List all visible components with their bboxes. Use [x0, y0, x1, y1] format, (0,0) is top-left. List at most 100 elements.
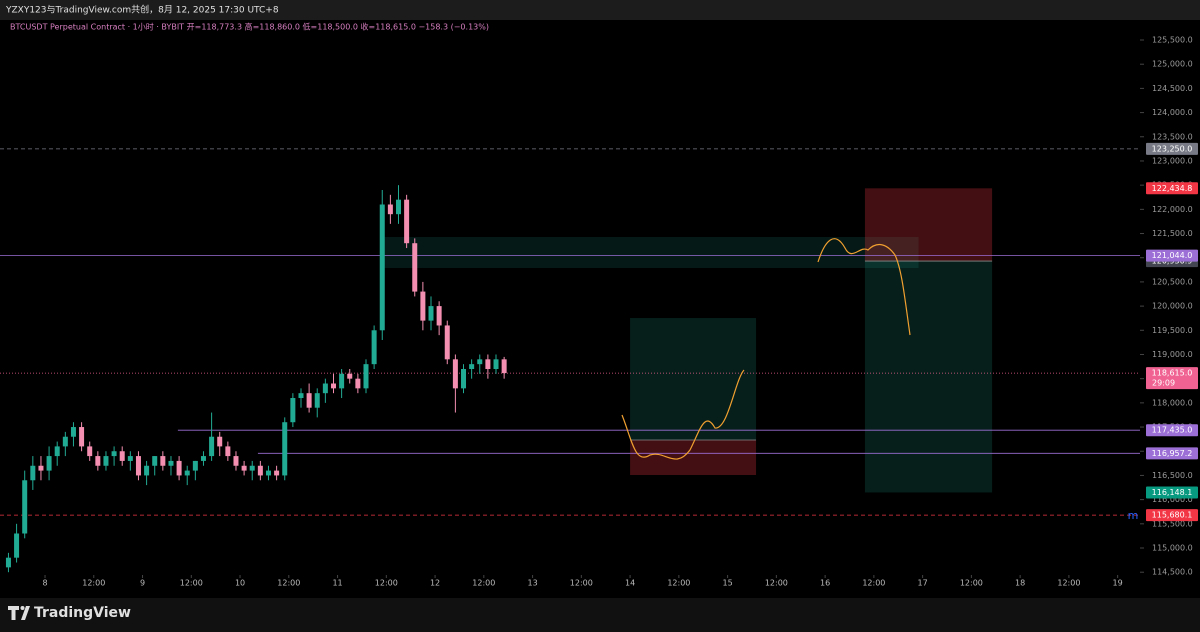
price-label-bg [1146, 447, 1198, 460]
y-tick-label: 118,000.0 [1152, 398, 1193, 407]
x-tick-label: 13 [527, 579, 537, 588]
x-tick-label: 10 [235, 579, 245, 588]
candle-body [379, 204, 385, 331]
y-tick-label: 116,000.0 [1152, 495, 1193, 504]
candle-body [14, 533, 20, 558]
candle-body [119, 451, 125, 461]
x-tick-label: 12:00 [960, 579, 983, 588]
x-tick-label: 19 [1113, 579, 1123, 588]
x-tick-label: 18 [1015, 579, 1025, 588]
candle-body [62, 436, 68, 447]
price-label: 117,435.0 [1152, 426, 1193, 435]
candle-body [176, 460, 182, 476]
y-tick-label: 122,000.0 [1152, 205, 1193, 214]
candle-body [22, 480, 28, 534]
candle-body [127, 456, 133, 461]
price-label: 122,434.8 [1152, 184, 1193, 193]
candle-body [322, 383, 328, 394]
candle-body [404, 199, 410, 244]
x-tick-label: 9 [140, 579, 145, 588]
candle-body [200, 456, 206, 461]
x-tick-label: 12:00 [667, 579, 690, 588]
y-tick-label: 123,000.0 [1152, 156, 1193, 165]
candle-body [87, 446, 93, 457]
price-label-bg [1146, 367, 1198, 390]
y-tick-label: 124,500.0 [1152, 84, 1193, 93]
candle-body [241, 465, 247, 471]
candle-body [95, 456, 101, 466]
candle-body [38, 465, 44, 471]
header-bar [0, 0, 1200, 20]
candle-body [330, 383, 336, 389]
x-tick-label: 11 [332, 579, 342, 588]
candle-body [103, 456, 109, 466]
price-label: 115,680.1 [1152, 511, 1193, 520]
x-tick-label: 12:00 [570, 579, 593, 588]
candle-body [209, 436, 215, 457]
footer-bar [0, 598, 1200, 632]
y-tick-label: 119,500.0 [1152, 326, 1193, 335]
candle-body [387, 204, 393, 215]
projection-path [621, 369, 745, 460]
y-tick-label: 119,000.0 [1152, 350, 1193, 359]
candle-body [192, 460, 198, 471]
candle-body [363, 364, 369, 389]
price-label-bg [1146, 424, 1198, 437]
alert-marker: m [1128, 509, 1139, 522]
candle-body [314, 393, 320, 408]
x-tick-label: 12:00 [1057, 579, 1080, 588]
brand-logo [8, 606, 30, 620]
position-stop [864, 188, 993, 262]
x-tick-label: 12:00 [862, 579, 885, 588]
position-target [630, 318, 757, 441]
y-tick-label: 125,000.0 [1152, 60, 1193, 69]
projection-path [817, 238, 911, 336]
brand-name: TradingView [34, 605, 131, 621]
price-label: 118,615.0 [1152, 369, 1193, 378]
candle-body [111, 451, 117, 457]
candle-body [501, 359, 507, 374]
logo-dot [20, 606, 25, 610]
candle-body [436, 306, 442, 326]
y-tick-label: 120,000.0 [1152, 302, 1193, 311]
x-tick-label: 12:00 [82, 579, 105, 588]
candle-body [160, 456, 166, 466]
price-label: 116,148.1 [1152, 488, 1193, 497]
x-tick-label: 12:00 [765, 579, 788, 588]
candle-body [30, 465, 36, 481]
candle-body [371, 330, 377, 365]
chart-title: YZXY123与TradingView.com共创，8月 12, 2025 17… [5, 4, 279, 16]
x-tick-label: 12:00 [277, 579, 300, 588]
x-tick-label: 8 [42, 579, 47, 588]
candle-body [249, 465, 255, 471]
candle-body [225, 446, 231, 457]
x-tick-label: 12:00 [375, 579, 398, 588]
price-label-bg [1146, 249, 1198, 262]
candle-body [274, 470, 280, 476]
price-label-bg [1146, 182, 1198, 195]
candle-body [5, 557, 11, 568]
y-tick-label: 124,000.0 [1152, 108, 1193, 117]
price-label: 116,957.2 [1152, 449, 1193, 458]
candle-body [152, 456, 158, 466]
x-tick-label: 15 [723, 579, 733, 588]
candle-body [396, 199, 402, 215]
price-label-bg [1146, 486, 1198, 499]
candle-body [485, 359, 491, 369]
chart-legend: BTCUSDT Perpetual Contract · 1小时 · BYBIT… [10, 22, 489, 32]
candle-body [79, 427, 85, 447]
y-tick-label: 115,500.0 [1152, 519, 1193, 528]
candle-body [452, 359, 458, 389]
countdown: 29:09 [1152, 379, 1175, 388]
candle-body [444, 325, 450, 360]
price-label-bg [1146, 142, 1198, 155]
x-tick-label: 17 [918, 579, 928, 588]
candle-body [412, 243, 418, 292]
price-label: 123,250.0 [1152, 144, 1193, 153]
y-tick-label: 116,500.0 [1152, 471, 1193, 480]
candle-body [217, 436, 223, 447]
candle-body [339, 373, 345, 389]
candle-body [420, 291, 426, 321]
candle-body [469, 364, 475, 369]
